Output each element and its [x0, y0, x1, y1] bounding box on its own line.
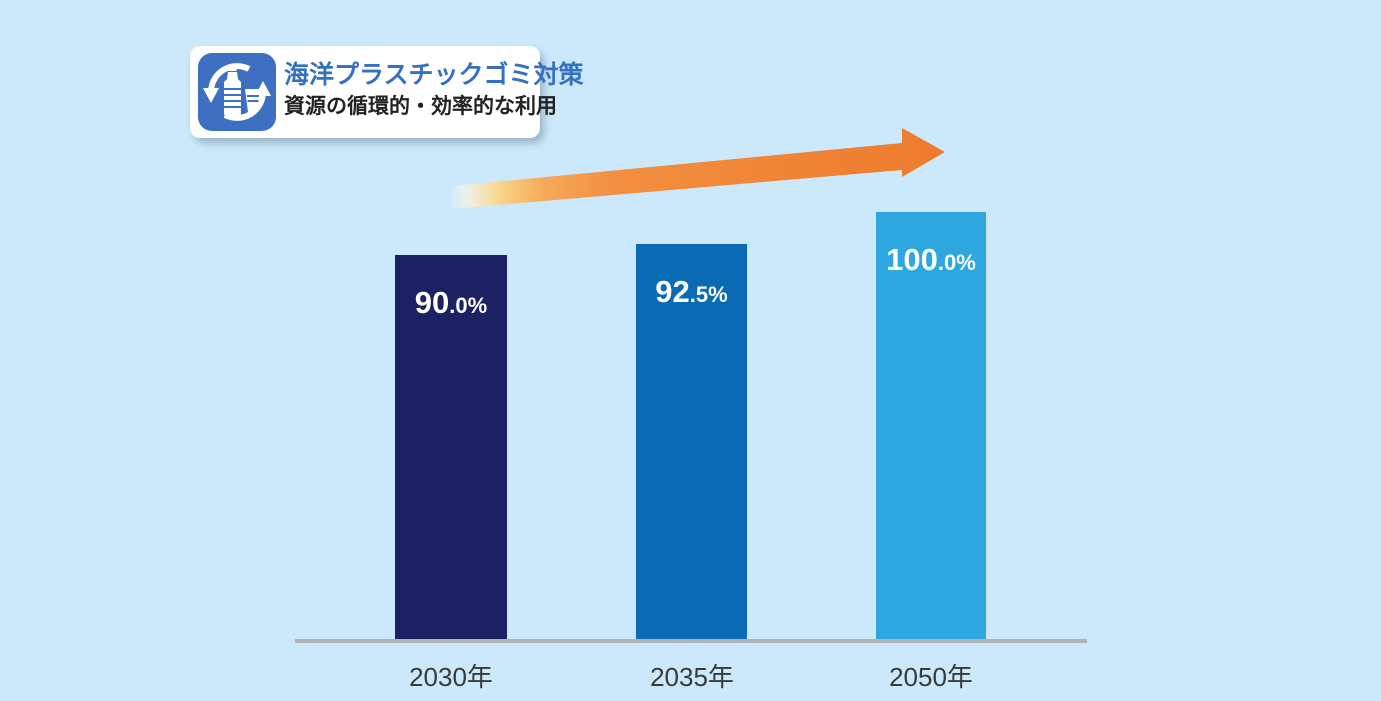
- bar-value-int: 92: [655, 274, 690, 309]
- upward-trend-arrow-icon: [452, 128, 945, 209]
- x-axis-baseline: [295, 639, 1087, 643]
- category-badge: 海洋プラスチックゴミ対策 資源の循環的・効率的な利用: [190, 46, 584, 138]
- bar-value-int: 90: [414, 285, 450, 320]
- recycle-bottle-cup-icon: [198, 53, 276, 131]
- bar-value-frac: .0%: [449, 293, 488, 318]
- x-tick-2050: 2050年: [889, 662, 973, 692]
- bar-value-int: 100: [886, 242, 938, 277]
- bar-2050: 100.0%: [876, 212, 986, 641]
- badge-subtitle: 資源の循環的・効率的な利用: [284, 95, 557, 118]
- x-tick-2035: 2035年: [650, 662, 734, 692]
- x-tick-2030: 2030年: [409, 662, 493, 692]
- bar-value-frac: .5%: [689, 282, 728, 307]
- bar-value-label: 100.0%: [876, 242, 986, 278]
- bar-2035: 92.5%: [636, 244, 747, 641]
- badge-text-block: 海洋プラスチックゴミ対策 資源の循環的・効率的な利用: [284, 59, 584, 121]
- bar-value-frac: .0%: [937, 250, 976, 275]
- bar-value-label: 92.5%: [636, 274, 747, 310]
- bar-2030: 90.0%: [395, 255, 507, 641]
- bar-value-label: 90.0%: [395, 285, 507, 321]
- badge-title: 海洋プラスチックゴミ対策: [284, 61, 584, 89]
